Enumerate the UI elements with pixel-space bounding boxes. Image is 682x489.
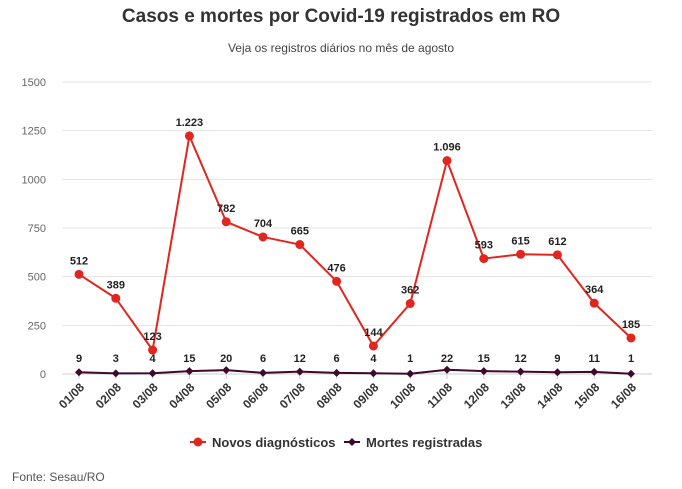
data-label: 6 bbox=[334, 353, 340, 365]
x-tick-label: 14/08 bbox=[534, 380, 565, 411]
data-point bbox=[590, 367, 599, 376]
x-tick-label: 10/08 bbox=[387, 380, 418, 411]
data-point bbox=[369, 369, 378, 378]
data-point bbox=[258, 232, 268, 242]
x-tick-label: 04/08 bbox=[166, 380, 197, 411]
x-tick-label: 01/08 bbox=[56, 380, 87, 411]
data-point bbox=[552, 250, 562, 260]
y-tick-label: 1000 bbox=[22, 174, 46, 186]
data-point bbox=[148, 345, 158, 355]
y-tick-label: 250 bbox=[28, 320, 46, 332]
data-point bbox=[75, 368, 83, 377]
x-tick-label: 15/08 bbox=[571, 380, 602, 411]
x-tick-label: 03/08 bbox=[130, 380, 161, 411]
data-point bbox=[185, 367, 194, 376]
x-tick-label: 09/08 bbox=[350, 380, 381, 411]
data-label: 704 bbox=[254, 218, 273, 230]
data-point bbox=[184, 131, 194, 141]
chart-source: Fonte: Sesau/RO bbox=[12, 470, 105, 484]
data-label: 9 bbox=[76, 353, 82, 365]
data-point bbox=[295, 240, 305, 250]
series-line bbox=[78, 134, 632, 352]
data-label: 362 bbox=[401, 285, 419, 297]
data-point bbox=[111, 293, 121, 303]
data-label: 593 bbox=[475, 240, 493, 252]
data-point bbox=[479, 367, 488, 376]
data-label: 22 bbox=[441, 353, 453, 365]
data-label: 476 bbox=[327, 262, 345, 274]
data-label: 185 bbox=[622, 319, 640, 331]
legend-label: Mortes registradas bbox=[366, 435, 482, 450]
data-point bbox=[295, 367, 304, 376]
y-tick-label: 750 bbox=[28, 223, 46, 235]
data-point bbox=[442, 156, 452, 166]
chart-title: Casos e mortes por Covid-19 registrados … bbox=[121, 6, 561, 27]
x-tick-label: 07/08 bbox=[277, 380, 308, 411]
legend-label: Novos diagnósticos bbox=[212, 435, 336, 450]
data-label: 1 bbox=[407, 353, 413, 365]
data-label: 9 bbox=[554, 353, 560, 365]
data-label: 4 bbox=[370, 353, 377, 365]
x-tick-label: 11/08 bbox=[424, 380, 455, 411]
data-point bbox=[221, 217, 231, 227]
y-tick-label: 1500 bbox=[22, 77, 46, 89]
x-tick-label: 13/08 bbox=[498, 380, 529, 411]
data-point bbox=[222, 366, 231, 375]
data-point bbox=[553, 368, 562, 377]
data-label: 1 bbox=[628, 353, 634, 365]
legend-marker bbox=[193, 437, 203, 447]
x-tick-label: 16/08 bbox=[608, 380, 639, 411]
data-label: 12 bbox=[514, 353, 526, 365]
legend-marker bbox=[348, 438, 356, 446]
data-point bbox=[74, 269, 84, 279]
data-label: 1.223 bbox=[176, 117, 204, 129]
x-tick-label: 12/08 bbox=[461, 380, 492, 411]
x-tick-label: 06/08 bbox=[240, 380, 271, 411]
data-label: 665 bbox=[291, 226, 309, 238]
data-point bbox=[406, 369, 415, 378]
data-label: 3 bbox=[113, 353, 119, 365]
x-tick-label: 08/08 bbox=[314, 380, 345, 411]
data-label: 12 bbox=[294, 353, 306, 365]
data-label: 782 bbox=[217, 203, 235, 215]
data-point bbox=[405, 299, 415, 309]
data-point bbox=[627, 369, 635, 378]
data-point bbox=[332, 368, 341, 377]
data-point bbox=[443, 365, 451, 374]
data-point bbox=[516, 367, 525, 376]
x-tick-label: 05/08 bbox=[203, 380, 234, 411]
data-point bbox=[368, 341, 378, 351]
data-label: 123 bbox=[143, 331, 161, 343]
data-label: 15 bbox=[478, 353, 490, 365]
data-point bbox=[148, 369, 157, 378]
data-label: 389 bbox=[107, 279, 125, 291]
chart-subtitle: Veja os registros diários no mês de agos… bbox=[227, 41, 455, 55]
data-label: 15 bbox=[183, 353, 195, 365]
data-point bbox=[589, 298, 599, 308]
data-point bbox=[259, 368, 267, 377]
data-label: 612 bbox=[548, 236, 566, 248]
data-point bbox=[111, 369, 120, 378]
series-line bbox=[78, 368, 632, 375]
y-tick-label: 500 bbox=[28, 272, 46, 284]
data-label: 1.096 bbox=[433, 142, 461, 154]
data-label: 11 bbox=[588, 353, 600, 365]
data-point bbox=[626, 333, 636, 343]
data-label: 144 bbox=[364, 327, 383, 339]
data-label: 6 bbox=[260, 353, 266, 365]
x-tick-label: 02/08 bbox=[93, 380, 124, 411]
data-label: 20 bbox=[220, 353, 232, 365]
y-tick-label: 0 bbox=[40, 369, 46, 381]
data-point bbox=[332, 276, 342, 286]
data-label: 364 bbox=[585, 284, 604, 296]
y-tick-label: 1250 bbox=[22, 126, 46, 138]
data-label: 615 bbox=[511, 235, 529, 247]
data-point bbox=[516, 249, 526, 259]
data-label: 4 bbox=[150, 353, 157, 365]
data-point bbox=[479, 254, 489, 264]
data-label: 512 bbox=[70, 255, 88, 267]
